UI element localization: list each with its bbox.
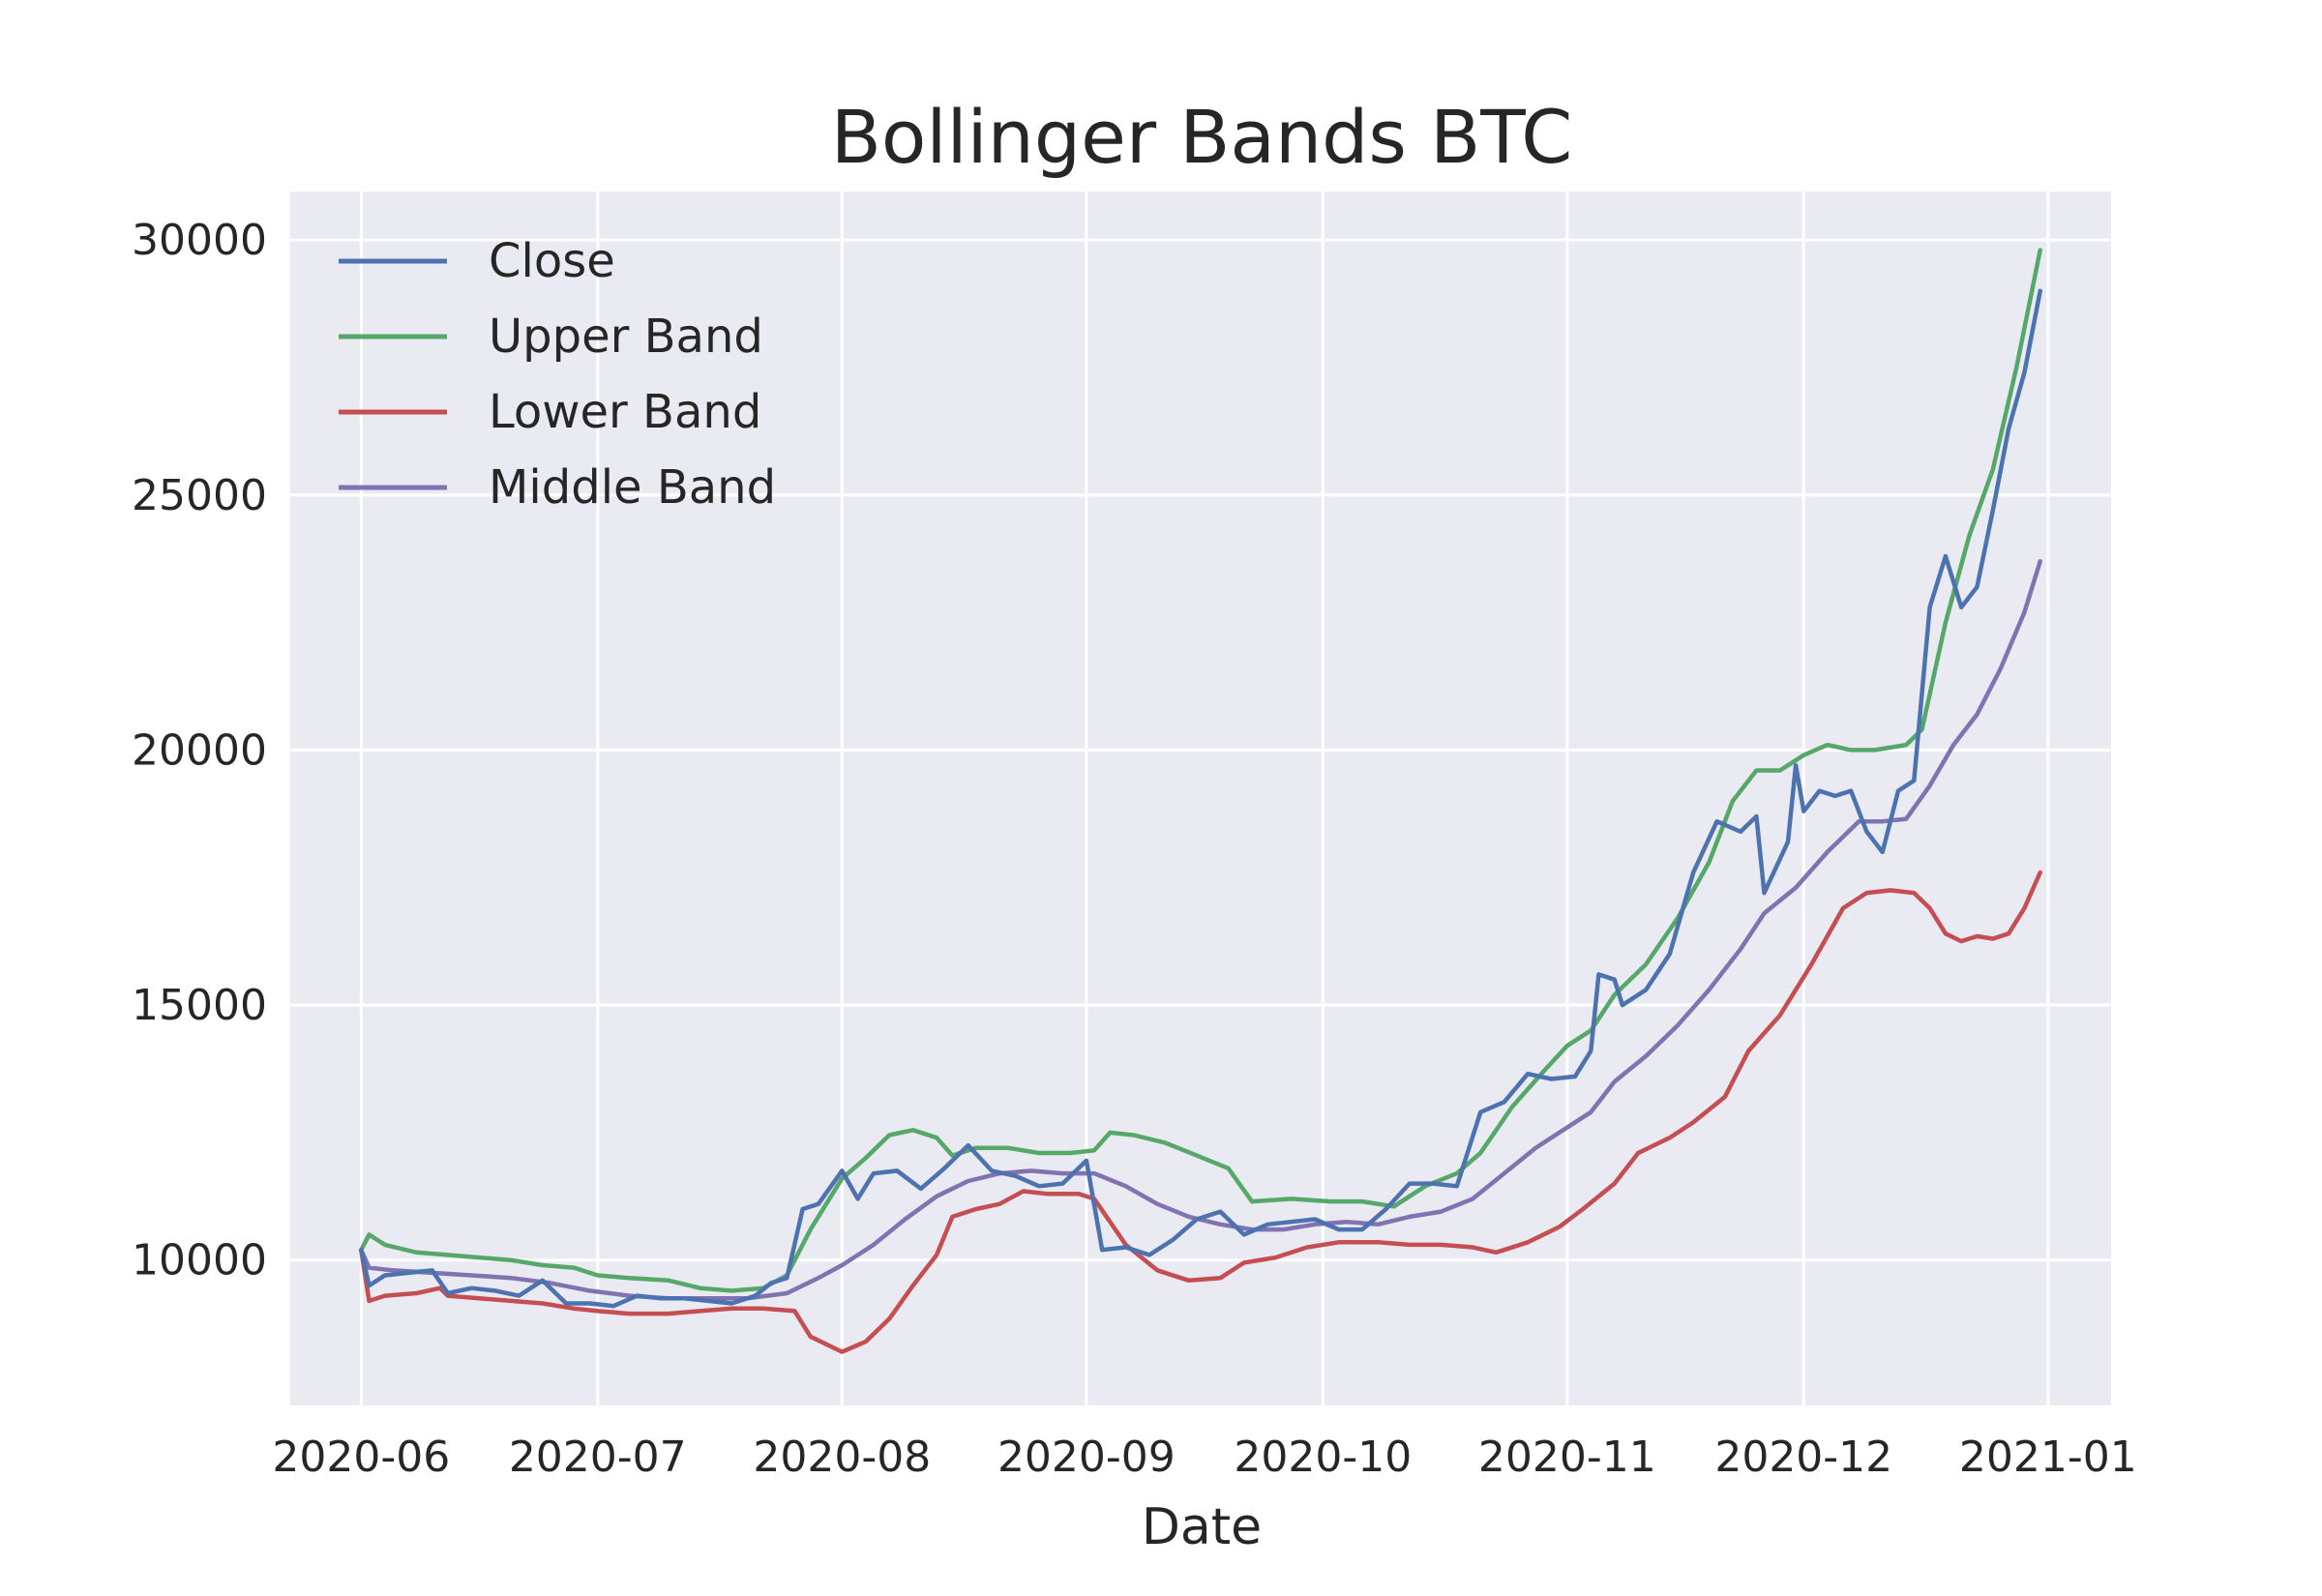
series-line-upper-band [359, 248, 2042, 1293]
x-axis-label: Date [1142, 1498, 1262, 1556]
grid-lines-y [290, 238, 2111, 1262]
y-tick-label: 25000 [132, 471, 267, 520]
x-tick-label: 2020-06 [272, 1433, 450, 1482]
x-tick-label: 2020-09 [997, 1433, 1176, 1482]
grid-lines-x [359, 192, 2050, 1405]
x-tick-labels: 2020-06 2020-07 2020-08 2020-09 2020-10 2020-… [272, 1433, 2136, 1482]
series-lines [359, 248, 2042, 1354]
y-tick-label: 20000 [132, 725, 267, 775]
y-tick-label: 30000 [132, 216, 267, 265]
y-tick-label: 15000 [132, 981, 267, 1030]
series-line-close [359, 288, 2042, 1309]
x-tick-label: 2020-11 [1478, 1433, 1656, 1482]
legend: Close Upper Band Lower Band Middle Band [339, 234, 776, 515]
x-tick-label: 2020-08 [753, 1433, 931, 1482]
x-tick-label: 2021-01 [1959, 1433, 2137, 1482]
legend-label-lower-band: Lower Band [489, 385, 761, 439]
y-tick-labels: 10000 15000 20000 25000 30000 [132, 216, 267, 1286]
legend-label-close: Close [489, 234, 615, 288]
plot-area [290, 192, 2111, 1405]
y-tick-label: 10000 [132, 1236, 267, 1286]
legend-label-upper-band: Upper Band [489, 310, 763, 364]
legend-label-middle-band: Middle Band [489, 460, 776, 515]
x-tick-label: 2020-12 [1714, 1433, 1892, 1482]
x-tick-label: 2020-10 [1234, 1433, 1412, 1482]
series-line-lower-band [359, 870, 2042, 1354]
chart-title: Bollinger Bands BTC [831, 94, 1573, 180]
x-tick-label: 2020-07 [509, 1433, 687, 1482]
